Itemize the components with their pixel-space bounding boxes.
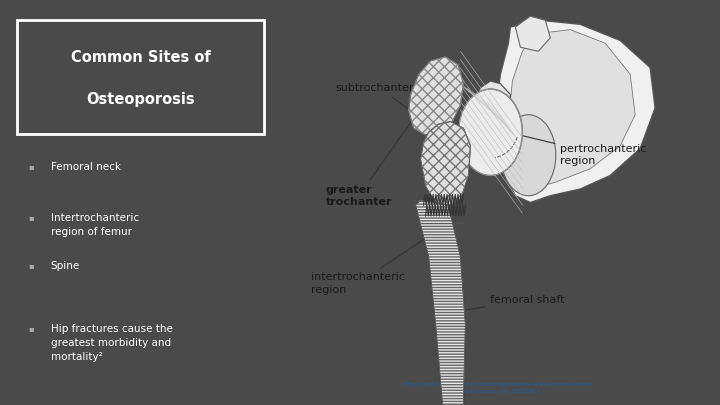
Text: Osteoporosis: Osteoporosis <box>86 92 194 107</box>
Text: greater
trochanter: greater trochanter <box>325 100 427 207</box>
Text: femoral shaft: femoral shaft <box>467 295 565 310</box>
Polygon shape <box>408 57 464 135</box>
FancyBboxPatch shape <box>17 20 264 134</box>
Text: Intertrochanteric
region of femur: Intertrochanteric region of femur <box>50 213 139 237</box>
Text: pertrochanteric
region: pertrochanteric region <box>511 133 647 166</box>
Text: Common Sites of: Common Sites of <box>71 50 210 65</box>
Text: subtrochanteric: subtrochanteric <box>336 83 441 133</box>
Text: Hip fractures cause the
greatest morbidity and
mortality²: Hip fractures cause the greatest morbidi… <box>50 324 172 362</box>
Text: intertrochanteric
region: intertrochanteric region <box>311 238 426 295</box>
Text: ▪: ▪ <box>28 324 34 333</box>
Polygon shape <box>420 122 470 205</box>
Text: Femoral neck: Femoral neck <box>50 162 120 172</box>
Polygon shape <box>495 20 655 202</box>
Circle shape <box>459 89 522 175</box>
Text: http://www.wheelessonline.com/img/anatomy-of-the-proximal-femur/
classifications: http://www.wheelessonline.com/img/anatom… <box>405 382 596 394</box>
Polygon shape <box>508 30 635 189</box>
Polygon shape <box>464 81 510 146</box>
Polygon shape <box>415 200 465 405</box>
Polygon shape <box>516 16 550 51</box>
Text: Spine: Spine <box>50 261 80 271</box>
Text: ▪: ▪ <box>28 213 34 222</box>
Text: ▪: ▪ <box>28 261 34 270</box>
Ellipse shape <box>501 115 556 196</box>
Text: ▪: ▪ <box>28 162 34 171</box>
